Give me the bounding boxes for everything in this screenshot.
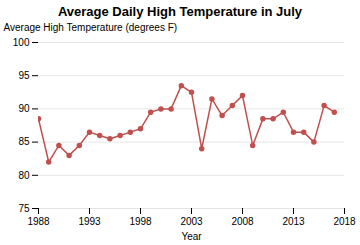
svg-text:80: 80 <box>18 170 30 181</box>
svg-text:2013: 2013 <box>282 216 305 227</box>
svg-text:100: 100 <box>13 37 30 48</box>
svg-text:85: 85 <box>18 136 30 147</box>
svg-text:2008: 2008 <box>231 216 254 227</box>
svg-text:75: 75 <box>18 203 30 214</box>
svg-text:1993: 1993 <box>78 216 101 227</box>
svg-text:Average High Temperature (degr: Average High Temperature (degrees F) <box>4 22 178 33</box>
html-text:Average Daily High Temperature: Average Daily High Temperature in July <box>57 4 303 19</box>
svg-text:Year: Year <box>181 231 202 242</box>
svg-text:2003: 2003 <box>180 216 203 227</box>
svg-text:2018: 2018 <box>333 216 356 227</box>
svg-text:1988: 1988 <box>27 216 50 227</box>
svg-text:1998: 1998 <box>129 216 152 227</box>
svg-text:95: 95 <box>18 70 30 81</box>
svg-text:90: 90 <box>18 103 30 114</box>
